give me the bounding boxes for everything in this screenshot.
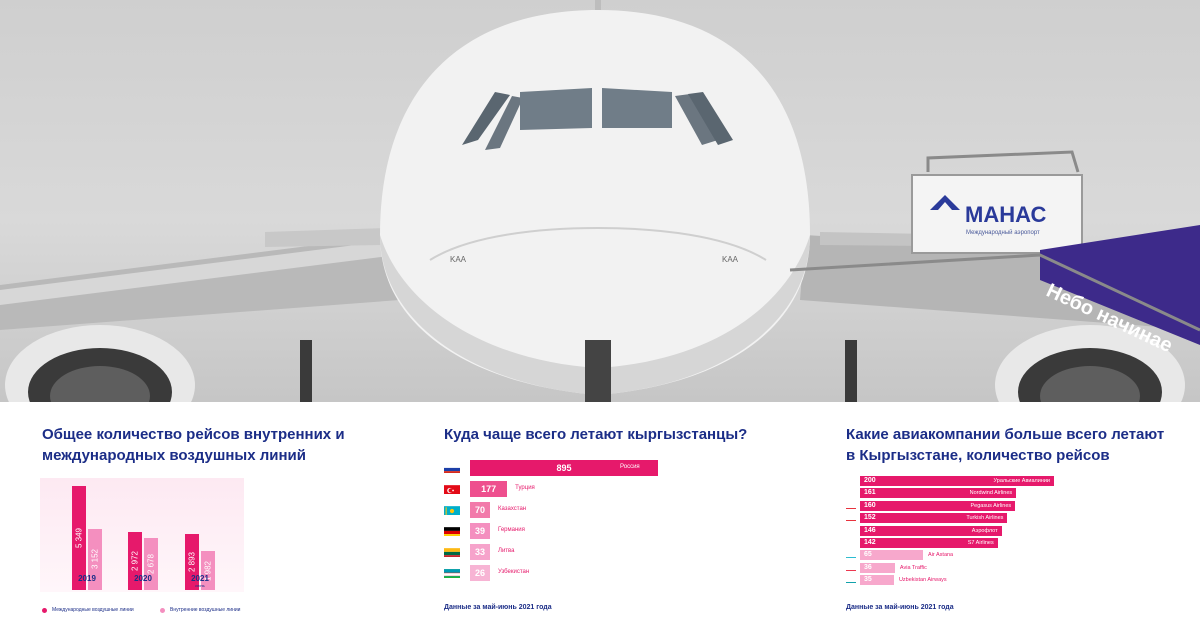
manas-logo-text: МАНАС: [965, 202, 1046, 227]
kazakhstan-flag: [444, 504, 460, 515]
russia-flag: [846, 527, 856, 534]
panel-title: Какие авиакомпании больше всего летают в…: [846, 426, 1165, 464]
bar-value-label: 146: [864, 526, 876, 534]
legend-item-international: Международные воздушные линии: [42, 607, 134, 613]
turkey-flag: [444, 483, 460, 494]
hero-photo: KAA KAA МАНАС Международный аэропорт Неб…: [0, 0, 1200, 402]
bar-value-label: 35: [864, 576, 872, 584]
airplane-illustration: KAA KAA МАНАС Международный аэропорт Неб…: [0, 0, 1200, 402]
registration-right: KAA: [722, 255, 739, 264]
bar-international: 2 893: [185, 533, 199, 590]
bar-value-label: 142: [864, 539, 876, 546]
bar-value-label: 200: [864, 477, 876, 484]
bar: 39: [470, 523, 490, 539]
kazakhstan-flag: [846, 551, 856, 559]
bar: [860, 538, 998, 548]
bar-domestic: 2 678: [144, 537, 158, 590]
legend-swatch: [160, 607, 165, 613]
uzbekistan-flag: [444, 567, 460, 578]
bar: 70: [470, 502, 490, 518]
bar: [860, 476, 1054, 486]
bar: [860, 550, 924, 561]
legend-item-domestic: Внутренние воздушные линии: [160, 607, 240, 613]
russia-flag: [846, 539, 856, 546]
x-tick-sublabel: июнь: [195, 583, 205, 588]
legend-label: Внутренние воздушные линии: [170, 607, 241, 613]
manas-logo-subtitle: Международный аэропорт: [966, 229, 1040, 236]
lithuania-flag: [444, 546, 460, 557]
germany-flag: [444, 525, 460, 536]
panel-title: Общее количество рейсов внутренних и меж…: [42, 426, 345, 464]
bar-category-label: Nordwind Airlines: [969, 490, 1013, 497]
footnote: Данные за май-июнь 2021 года: [444, 604, 552, 611]
bar-category-label: Турция: [515, 485, 535, 491]
bar: 177: [470, 481, 508, 497]
bar-category-label: Россия: [620, 464, 640, 470]
bar: [860, 525, 1002, 536]
bar-category-label: Avia Traffic: [899, 564, 927, 571]
bar-category-label: Pegasus Airlines: [970, 502, 1012, 509]
bar: 895: [470, 460, 658, 476]
x-tick-label: 2021: [191, 574, 209, 583]
bar: [860, 562, 895, 573]
bar: [860, 500, 1016, 511]
bar-value-label: 3 152: [90, 549, 100, 570]
bar-value-label: 2 678: [146, 553, 156, 574]
bar-value-label: 152: [864, 514, 876, 522]
legend-label: Международные воздушные линии: [52, 607, 134, 613]
bar-international: 2 972: [128, 532, 142, 590]
bar: [860, 513, 1008, 524]
bar-value-label: 160: [864, 501, 876, 509]
bar-domestic: 3 152: [88, 528, 102, 590]
panel-airlines: Какие авиакомпании больше всего летают в…: [800, 402, 1200, 630]
bar-category-label: Air Astana: [928, 552, 954, 559]
bar: [860, 575, 894, 586]
bar-category-label: Turkish Airlines: [966, 515, 1004, 522]
russia-flag: [846, 477, 856, 484]
russia-flag: [444, 462, 460, 473]
bar-category-label: Уральские Авиалинии: [993, 478, 1050, 484]
turkey-flag: [846, 502, 856, 509]
bar-category-label: Аэрофлот: [971, 527, 998, 534]
bar: 26: [470, 565, 490, 581]
panel-destinations: Куда чаще всего летают кыргызстанцы? 895…: [400, 402, 800, 630]
manas-logo-icon: [930, 195, 960, 210]
bar-category-label: Узбекистан: [498, 569, 530, 575]
panel-total-flights: Общее количество рейсов внутренних и меж…: [0, 402, 400, 630]
footnote: Данные за май-июнь 2021 года: [846, 604, 954, 611]
bar: 33: [470, 544, 490, 560]
x-tick-label: 2019: [78, 574, 96, 583]
bar-category-label: Литва: [498, 548, 515, 554]
bar-international: 5 349: [72, 486, 86, 590]
turkey-flag: [846, 514, 856, 522]
uzbekistan-flag: [846, 576, 856, 584]
bar-value-label: 5 349: [74, 527, 84, 549]
kyrgyzstan-flag: [846, 564, 856, 571]
registration-left: KAA: [450, 255, 467, 264]
panel-title: Куда чаще всего летают кыргызстанцы?: [444, 426, 748, 443]
bar-value-label: 161: [864, 489, 876, 497]
bar-value-label: 2 972: [130, 551, 140, 572]
bar-value-label: 65: [864, 551, 872, 559]
legend-swatch: [42, 607, 47, 613]
bar-category-label: Казахстан: [498, 506, 527, 512]
bar-category-label: Uzbekistan Airways: [898, 577, 947, 584]
bar-value-label: 36: [864, 563, 872, 571]
russia-flag: [846, 489, 856, 497]
bar-category-label: Германия: [498, 527, 525, 533]
x-tick-label: 2020: [134, 574, 152, 583]
bar-category-label: S7 Airlines: [967, 540, 994, 546]
bar: [860, 488, 1017, 499]
bar-domestic: 1 982: [201, 551, 215, 590]
bar-value-label: 2 893: [187, 551, 197, 572]
